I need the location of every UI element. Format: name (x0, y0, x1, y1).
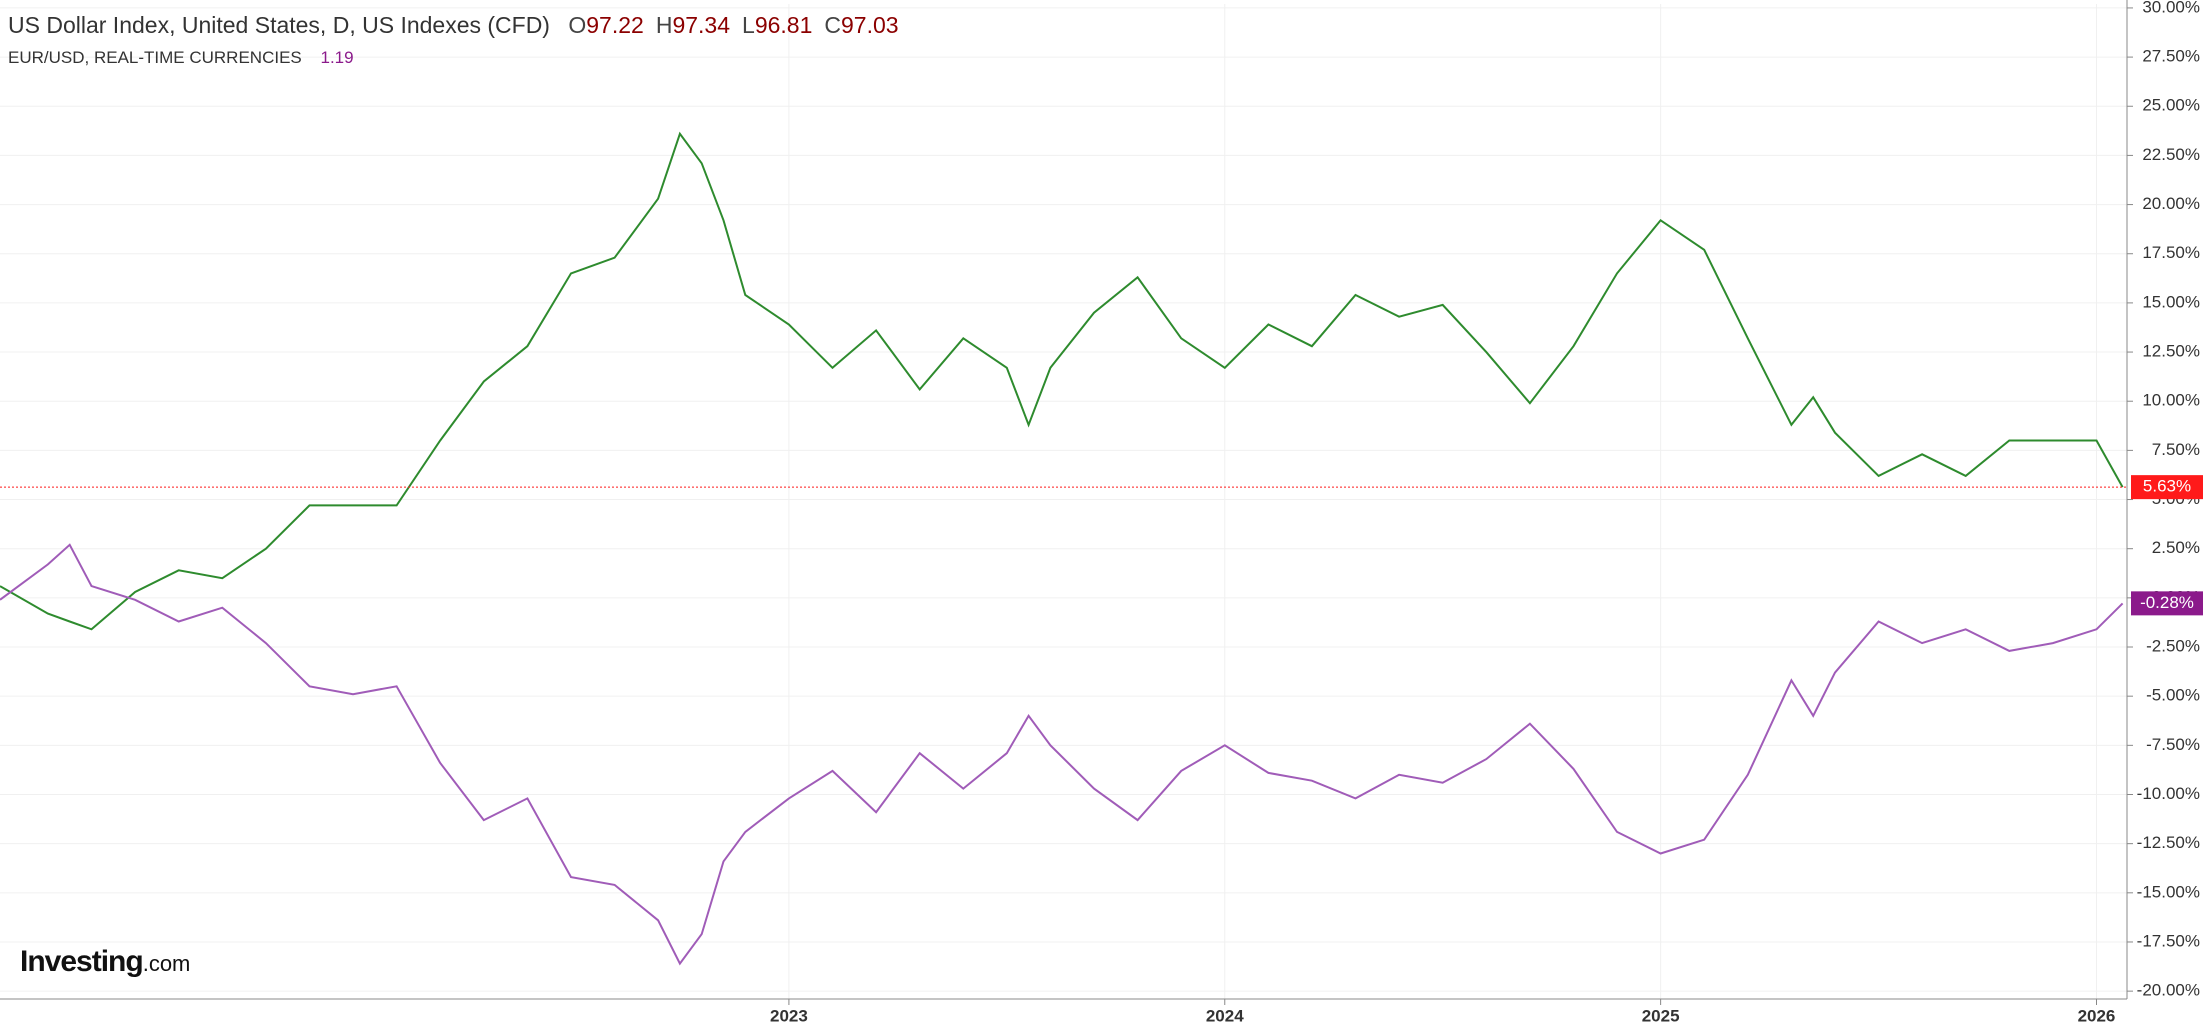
y-tick-label: -7.50% (2146, 735, 2200, 754)
y-tick-label: 2.50% (2152, 538, 2200, 557)
y-tick-label: 12.50% (2142, 342, 2200, 361)
price-badge-label: -0.28% (2140, 593, 2194, 612)
y-tick-label: 22.50% (2142, 145, 2200, 164)
compare-title: EUR/USD, REAL-TIME CURRENCIES (8, 48, 302, 67)
ohlc: O97.22 H97.34 L96.81 C97.03 (556, 12, 898, 38)
watermark-brand: Investing (20, 945, 144, 978)
ohlc-label: C (824, 12, 841, 38)
main-legend: US Dollar Index, United States, D, US In… (8, 12, 899, 39)
y-tick-label: 7.50% (2152, 440, 2200, 459)
watermark-suffix: .com (142, 951, 191, 976)
ohlc-value: 97.22 (586, 12, 644, 38)
y-tick-label: -10.00% (2137, 784, 2200, 803)
y-tick-label: -15.00% (2137, 882, 2200, 901)
ohlc-item: O97.22 (568, 12, 643, 38)
x-tick-label: 2025 (1642, 1006, 1680, 1025)
x-tick-label: 2026 (2078, 1006, 2116, 1025)
y-tick-label: -5.00% (2146, 686, 2200, 705)
y-tick-label: 20.00% (2142, 194, 2200, 213)
ohlc-label: O (568, 12, 587, 38)
price-badge (2131, 475, 2203, 500)
compare-legend: EUR/USD, REAL-TIME CURRENCIES 1.19 (8, 48, 354, 68)
ohlc-item: L96.81 (742, 12, 812, 38)
price-badge (2131, 591, 2203, 616)
y-tick-label: -20.00% (2137, 981, 2200, 1000)
y-tick-label: -17.50% (2137, 931, 2200, 950)
ohlc-item: H97.34 (656, 12, 730, 38)
ohlc-value: 96.81 (754, 12, 813, 38)
x-tick-label: 2024 (1206, 1006, 1244, 1025)
price-badge-label: 5.63% (2143, 477, 2191, 496)
compare-value: 1.19 (320, 48, 354, 67)
ohlc-label: H (655, 12, 673, 38)
y-tick-label: -12.50% (2137, 833, 2200, 852)
y-tick-label: 25.00% (2142, 96, 2200, 115)
ohlc-item: C97.03 (824, 12, 898, 38)
y-tick-label: -2.50% (2146, 636, 2200, 655)
series-line (0, 543, 2124, 966)
ohlc-label: L (742, 12, 755, 38)
y-tick-label: 15.00% (2142, 292, 2200, 311)
watermark: Investing.com (20, 945, 190, 979)
legend-title: US Dollar Index, United States, D, US In… (8, 12, 550, 38)
y-tick-label: 27.50% (2142, 47, 2200, 66)
x-tick-label: 2023 (770, 1006, 808, 1025)
y-tick-label: 17.50% (2142, 243, 2200, 262)
y-tick-label: 10.00% (2142, 391, 2200, 410)
series-line (0, 131, 2124, 631)
ohlc-value: 97.34 (672, 12, 731, 38)
y-tick-label: 30.00% (2142, 0, 2200, 16)
ohlc-value: 97.03 (841, 12, 899, 38)
